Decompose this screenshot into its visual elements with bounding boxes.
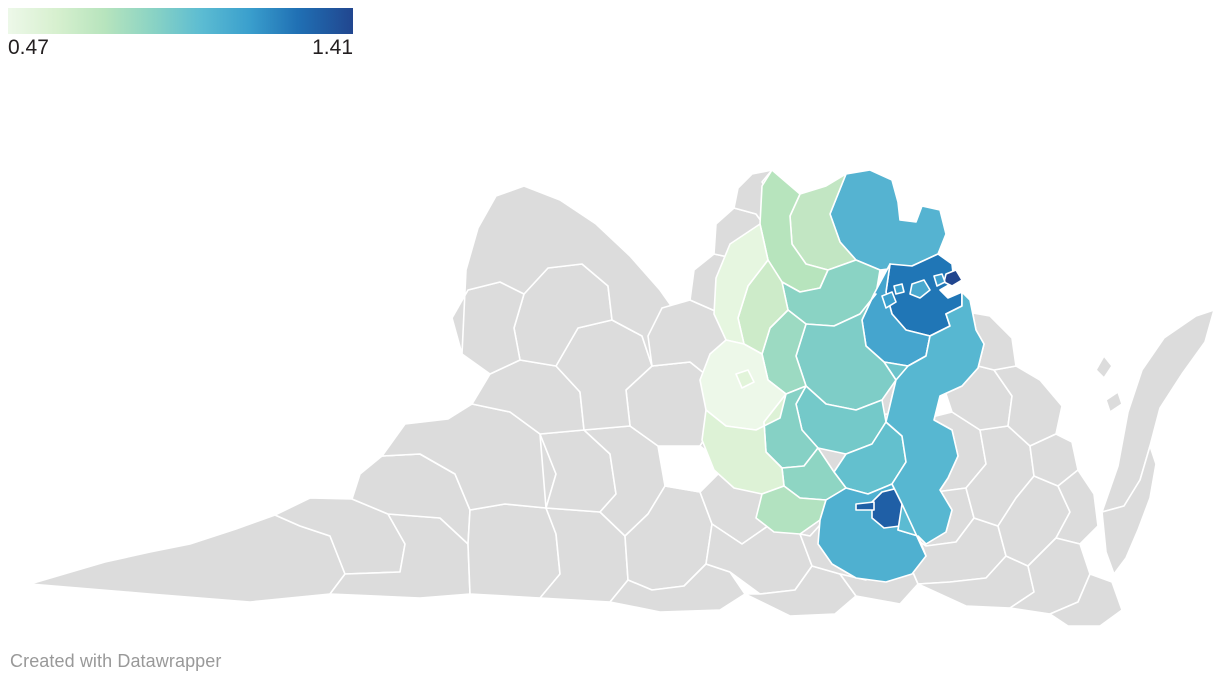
legend-labels: 0.47 1.41 [8,35,353,61]
map-canvas[interactable] [0,74,1220,634]
legend-min-value: 0.47 [8,36,49,59]
county-nodata[interactable] [1056,470,1098,544]
county-nodata[interactable] [1096,356,1112,378]
county-nodata[interactable] [1050,574,1122,626]
county-nodata[interactable] [382,404,546,510]
county-manassas-enclave[interactable] [882,292,896,308]
legend-gradient-bar [8,8,353,34]
footer: Created with Datawrapper [10,651,222,672]
data-county-layer [700,170,984,582]
county-manassas-park-enclave[interactable] [894,284,904,294]
county-augusta[interactable] [702,394,786,494]
county-nodata[interactable] [1106,392,1122,412]
county-falls-church-enclave[interactable] [934,274,945,286]
county-nodata[interactable] [30,515,345,602]
datawrapper-credit[interactable]: Created with Datawrapper [10,651,222,671]
virginia-county-map[interactable] [0,74,1220,634]
legend-max-value: 1.41 [312,36,353,59]
county-buckingham[interactable] [886,292,984,556]
county-nodata[interactable] [1102,446,1156,574]
county-nodata[interactable] [1102,310,1214,512]
color-legend: 0.47 1.41 [8,8,353,61]
nodata-county-layer [30,170,1214,626]
county-fairfax-city-enclave[interactable] [910,280,930,298]
county-nodata[interactable] [468,504,560,598]
county-charlottesville-sliver[interactable] [856,502,874,510]
county-harrisonburg-enclave[interactable] [736,370,754,388]
